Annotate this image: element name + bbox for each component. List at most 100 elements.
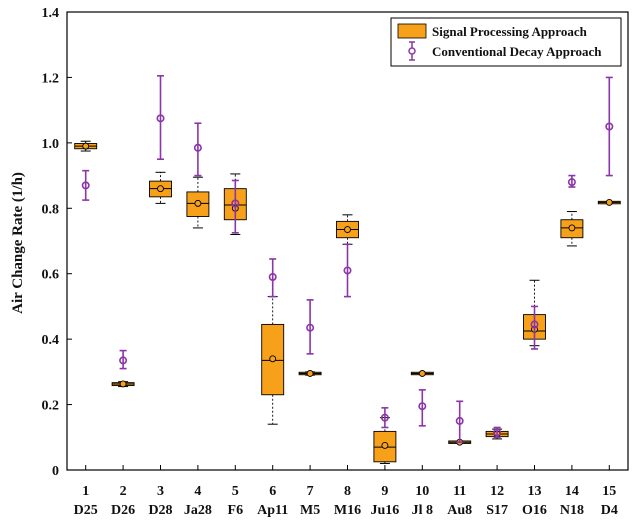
x-tick-number: 3 <box>157 484 164 499</box>
errorbar-marker <box>530 320 539 329</box>
x-tick-number: 15 <box>602 484 616 499</box>
x-axis: 1 D25 2 D26 3 D28 4 Ja28 5 F6 6 Ap11 7 M5 8 M16 9 Ju16 10 J… <box>74 465 618 518</box>
errorbar <box>81 169 90 201</box>
box <box>410 370 434 377</box>
legend-box <box>390 17 622 67</box>
box <box>261 296 285 425</box>
x-tick-number: 11 <box>453 484 466 499</box>
conventional-decay-series <box>81 74 614 443</box>
box-mean-marker <box>194 199 202 207</box>
x-tick-label: D25 <box>74 503 98 518</box>
legend-errorbar-marker <box>408 47 416 55</box>
box <box>298 370 322 377</box>
errorbar <box>567 174 576 188</box>
x-tick-label: Ap11 <box>257 503 288 518</box>
x-tick-label: D26 <box>111 503 135 518</box>
errorbar <box>418 389 427 427</box>
y-tick-label: 1.2 <box>42 71 60 86</box>
errorbar <box>156 74 165 161</box>
errorbar <box>193 122 202 177</box>
x-tick-number: 6 <box>269 484 276 499</box>
x-tick-label: Ja28 <box>184 503 212 518</box>
box-mean-marker <box>119 380 127 388</box>
box <box>186 176 210 229</box>
errorbar <box>530 305 539 350</box>
errorbar <box>268 258 277 298</box>
legend-label-decay: Conventional Decay Approach <box>432 44 602 59</box>
plot-frame <box>66 11 629 471</box>
box-mean-marker <box>269 355 277 363</box>
errorbar <box>380 407 389 429</box>
errorbar <box>119 349 128 370</box>
errorbar-marker <box>418 402 427 411</box>
x-tick-label: D4 <box>601 503 618 518</box>
errorbar-marker <box>306 323 315 332</box>
errorbar <box>455 400 464 443</box>
errorbar-marker <box>493 428 502 437</box>
errorbar-marker <box>343 266 352 275</box>
errorbar <box>605 76 614 177</box>
errorbar-marker <box>81 181 90 190</box>
x-tick-number: 14 <box>565 484 579 499</box>
errorbar <box>493 426 502 439</box>
errorbar-marker <box>119 356 128 365</box>
errorbar-marker <box>268 272 277 281</box>
x-tick-number: 1 <box>82 484 89 499</box>
legend-swatch-signal <box>397 23 427 39</box>
y-tick-label: 0.8 <box>42 202 60 217</box>
x-tick-number: 13 <box>528 484 542 499</box>
x-tick-label: F6 <box>228 503 244 518</box>
y-axis: 0 0.2 0.4 0.6 0.8 1.0 1.2 1.4 <box>42 6 72 479</box>
box <box>149 171 172 204</box>
x-tick-label: Jl 8 <box>412 503 433 518</box>
errorbar-marker <box>193 143 202 152</box>
box-mean-marker <box>381 442 389 449</box>
x-tick-label: D28 <box>148 503 172 518</box>
x-tick-number: 7 <box>307 484 314 499</box>
errorbar-marker <box>605 122 614 131</box>
errorbar <box>306 299 315 355</box>
errorbar-marker <box>455 416 464 425</box>
box-mean-marker <box>344 226 351 234</box>
y-axis-title: Air Change Rate (1/h) <box>10 172 26 314</box>
x-tick-number: 5 <box>232 484 239 499</box>
x-tick-number: 8 <box>344 484 351 499</box>
box <box>597 198 621 206</box>
errorbar-marker <box>156 114 165 123</box>
x-tick-number: 9 <box>381 484 388 499</box>
box <box>111 380 135 388</box>
errorbar-marker <box>567 178 576 187</box>
y-tick-label: 0.6 <box>42 268 60 283</box>
box <box>373 417 397 464</box>
y-tick-label: 0.2 <box>42 399 60 414</box>
x-tick-label: O16 <box>522 503 547 518</box>
x-tick-number: 10 <box>415 484 429 499</box>
x-tick-label: M16 <box>334 503 361 518</box>
y-tick-label: 0 <box>52 464 59 479</box>
box-mean-marker <box>306 370 314 377</box>
y-tick-label: 1.0 <box>42 137 60 152</box>
x-tick-label: M5 <box>300 503 320 518</box>
box-mean-marker <box>568 224 576 232</box>
box <box>336 214 359 245</box>
errorbar-marker <box>380 413 389 422</box>
x-tick-label: N18 <box>560 503 584 518</box>
x-tick-label: S17 <box>486 503 508 518</box>
box-mean-marker <box>418 370 426 377</box>
errorbar <box>343 243 352 298</box>
legend: Signal Processing Approach Conventional … <box>390 17 622 67</box>
box <box>74 140 98 152</box>
y-tick-label: 1.4 <box>42 6 60 21</box>
signal-processing-series <box>74 140 621 464</box>
box-mean-marker <box>605 198 613 206</box>
x-tick-number: 4 <box>194 484 201 499</box>
x-tick-label: Ju16 <box>371 503 400 518</box>
x-tick-label: Au8 <box>447 503 472 518</box>
legend-label-signal: Signal Processing Approach <box>432 24 588 39</box>
box-mean-marker <box>82 142 90 150</box>
errorbar <box>231 179 240 234</box>
y-tick-label: 0.4 <box>42 333 60 348</box>
box <box>560 211 584 247</box>
box-mean-marker <box>157 185 164 193</box>
